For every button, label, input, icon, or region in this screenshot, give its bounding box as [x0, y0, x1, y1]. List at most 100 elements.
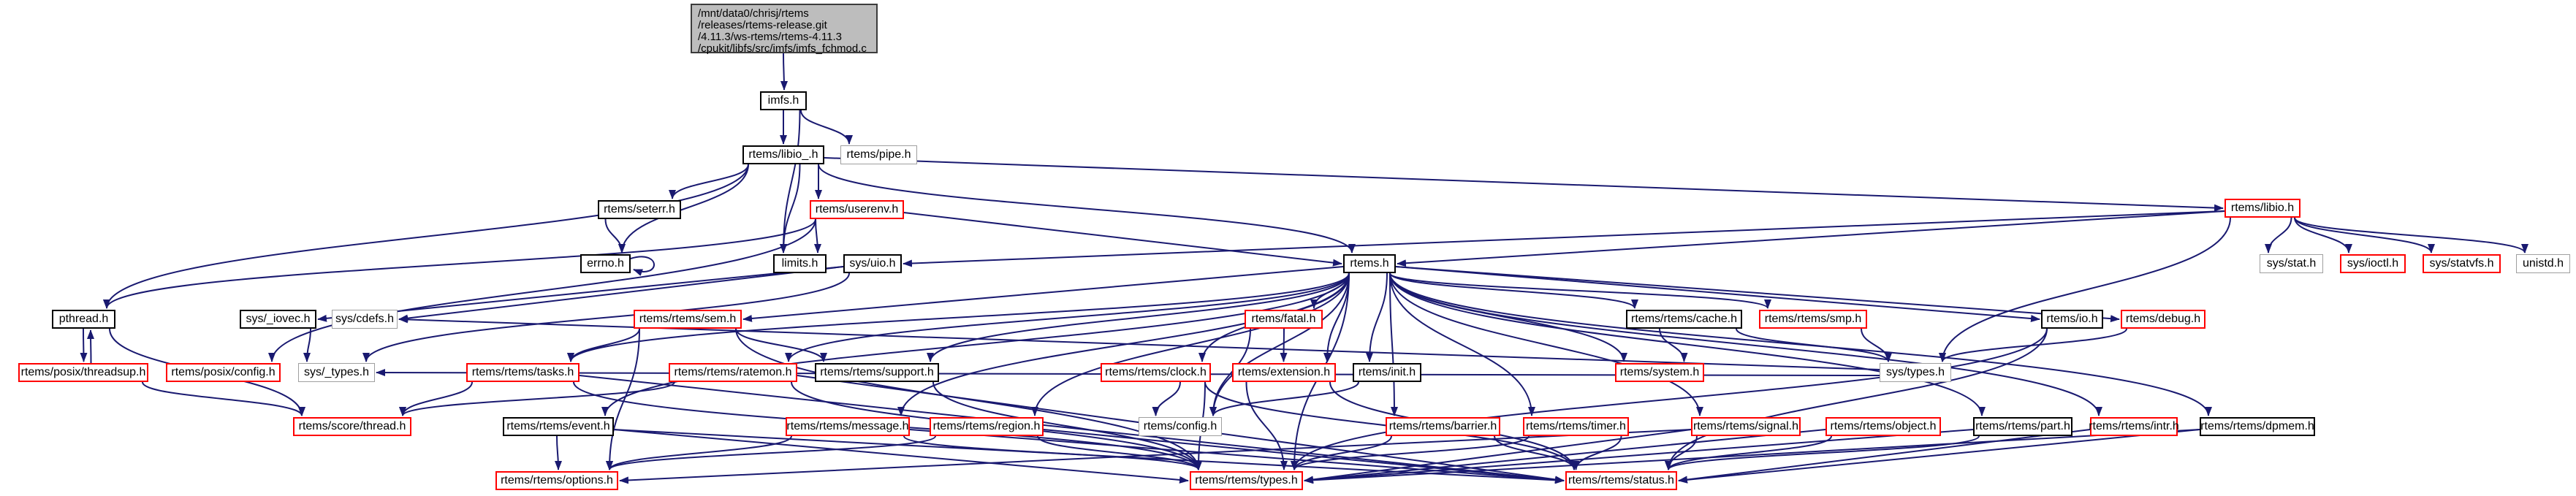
- include-edge-libio__h-errno_h: [618, 164, 749, 253]
- node-unistd_h: unistd.h: [2516, 254, 2570, 273]
- include-edge-rtems_h-timer_h: [1389, 272, 1535, 416]
- include-edge-message_h-status_h: [909, 429, 1565, 484]
- node-extension_h[interactable]: rtems/extension.h: [1232, 363, 1336, 382]
- graph-title-line: /4.11.3/ws-rtems/rtems-4.11.3: [698, 31, 843, 43]
- include-edge-root-imfs_h: [780, 53, 788, 91]
- graph-title-line: /releases/rtems-release.git: [698, 19, 827, 31]
- node-event_h[interactable]: rtems/rtems/event.h: [503, 417, 614, 436]
- include-edge-libio_h-statvfs_h: [2294, 217, 2435, 253]
- include-edge-errno_h-errno_h: [630, 256, 655, 276]
- node-fatal_h[interactable]: rtems/fatal.h: [1245, 310, 1323, 329]
- include-edge-libio_h-unistd_h: [2294, 217, 2528, 253]
- node-options_h[interactable]: rtems/rtems/options.h: [495, 471, 618, 490]
- include-edge-rtems_h-support_h: [927, 272, 1350, 362]
- node-status_h[interactable]: rtems/rtems/status.h: [1565, 471, 1677, 490]
- node-statvfs_h[interactable]: sys/statvfs.h: [2423, 254, 2501, 273]
- include-edge-rtems_h-intr_h: [1389, 272, 2102, 416]
- include-edge-uio_h-_types_h: [362, 272, 850, 362]
- include-edge-libio_h-rtems_h: [1397, 210, 2225, 267]
- include-edge-userenv_h-rtems_h: [903, 212, 1342, 267]
- node-region_h[interactable]: rtems/rtems/region.h: [930, 417, 1044, 436]
- include-edge-seterr_h-errno_h: [604, 218, 626, 253]
- node-cdefs_h: sys/cdefs.h: [332, 310, 398, 329]
- node-sem_h[interactable]: rtems/rtems/sem.h: [634, 310, 742, 329]
- include-edge-debug_h-types_h: [1939, 328, 2127, 362]
- include-edge-extension_h-rtypes_h: [1245, 381, 1288, 470]
- include-edge-rtems_h-smp_h: [1389, 272, 1771, 309]
- node-dpmem_h[interactable]: rtems/rtems/dpmem.h: [2200, 417, 2315, 436]
- node-signal_h[interactable]: rtems/rtems/signal.h: [1691, 417, 1801, 436]
- node-threadsup_h[interactable]: rtems/posix/threadsup.h: [18, 363, 148, 382]
- node-ratemon_h[interactable]: rtems/rtems/ratemon.h: [669, 363, 797, 382]
- include-edge-event_h-options_h: [554, 435, 562, 470]
- include-edge-io_h-rtypes_h: [1291, 328, 2048, 470]
- node-libio__h[interactable]: rtems/libio_.h: [742, 145, 824, 164]
- node-imfs_h[interactable]: imfs.h: [760, 91, 807, 110]
- node-pthread_h[interactable]: pthread.h: [52, 310, 115, 329]
- graph-title-line: /mnt/data0/chrisj/rtems: [698, 7, 809, 20]
- node-posixconfig_h[interactable]: rtems/posix/config.h: [166, 363, 281, 382]
- include-edge-object_h-rtypes_h: [1304, 429, 1826, 484]
- include-edge-region_h-status_h: [1043, 429, 1565, 484]
- include-edge-sem_h-tasks_h: [567, 328, 640, 362]
- node-object_h[interactable]: rtems/rtems/object.h: [1825, 417, 1941, 436]
- include-edge-rtems_h-init_h: [1366, 272, 1388, 362]
- node-uio_h[interactable]: sys/uio.h: [843, 254, 902, 273]
- node-errno_h[interactable]: errno.h: [580, 254, 631, 273]
- node-userenv_h[interactable]: rtems/userenv.h: [810, 200, 904, 219]
- node-barrier_h[interactable]: rtems/rtems/barrier.h: [1386, 417, 1500, 436]
- include-edge-libio_h-uio_h: [903, 210, 2225, 267]
- include-edge-smp_h-types_h: [1861, 328, 1892, 362]
- node-debug_h[interactable]: rtems/debug.h: [2121, 310, 2205, 329]
- node-seterr_h[interactable]: rtems/seterr.h: [598, 200, 681, 219]
- node-tasks_h[interactable]: rtems/rtems/tasks.h: [466, 363, 580, 382]
- include-edge-signal_h-options_h: [619, 429, 1692, 484]
- node-score_thread_h[interactable]: rtems/score/thread.h: [293, 417, 411, 436]
- include-edge-message_h-options_h: [606, 435, 792, 470]
- node-limits_h[interactable]: limits.h: [773, 254, 827, 273]
- node-clock_h[interactable]: rtems/rtems/clock.h: [1101, 363, 1211, 382]
- graph-title-line: /cpukit/libfs/src/imfs/imfs_fchmod.c: [698, 42, 867, 55]
- include-edge-init_h-rconfig_h: [1209, 381, 1359, 416]
- include-edge-imfs_h-pipe_h: [800, 110, 853, 145]
- node-smp_h[interactable]: rtems/rtems/smp.h: [1759, 310, 1867, 329]
- node-pipe_h: rtems/pipe.h: [840, 145, 917, 164]
- node-part_h[interactable]: rtems/rtems/part.h: [1973, 417, 2072, 436]
- node-types_h: sys/types.h: [1880, 363, 1951, 382]
- include-edge-intr_h-status_h: [1678, 429, 2091, 484]
- include-edge-barrier_h-status_h: [1494, 435, 1578, 470]
- node-init_h[interactable]: rtems/init.h: [1353, 363, 1421, 382]
- include-edge-rtems_h-part_h: [1389, 272, 1986, 416]
- include-edge-clock_h-rconfig_h: [1152, 381, 1181, 416]
- node-stat_h: sys/stat.h: [2260, 254, 2323, 273]
- include-edge-pthread_h-threadsup_h: [80, 328, 88, 362]
- include-edge-rtems_h-event_h: [601, 272, 1350, 416]
- node-intr_h[interactable]: rtems/rtems/intr.h: [2089, 417, 2179, 436]
- node-libio_h[interactable]: rtems/libio.h: [2224, 199, 2300, 218]
- include-edge-rtems_h-tasks_h: [567, 272, 1350, 362]
- include-edge-dpmem_h-rtypes_h: [1304, 429, 2200, 484]
- node-message_h[interactable]: rtems/rtems/message.h: [786, 417, 910, 436]
- include-edge-rtems_h-io_h: [1395, 266, 2040, 323]
- include-edge-userenv_h-pthread_h: [103, 218, 816, 309]
- node-cache_h[interactable]: rtems/rtems/cache.h: [1626, 310, 1742, 329]
- node-system_h[interactable]: rtems/system.h: [1615, 363, 1704, 382]
- include-edge-part_h-status_h: [1665, 435, 1980, 470]
- include-edge-cache_h-types_h: [1736, 328, 1892, 362]
- node-rtems_h[interactable]: rtems.h: [1343, 254, 1396, 273]
- include-edge-threadsup_h-score_thread_h: [142, 381, 305, 416]
- node-rtypes_h[interactable]: rtems/rtems/types.h: [1190, 471, 1303, 490]
- node-ioctl_h[interactable]: sys/ioctl.h: [2340, 254, 2406, 273]
- include-edge-imfs_h-limits_h: [780, 110, 801, 253]
- node-iovec_h[interactable]: sys/_iovec.h: [240, 310, 316, 329]
- include-edge-libio__h-seterr_h: [669, 164, 749, 199]
- node-timer_h[interactable]: rtems/rtems/timer.h: [1523, 417, 1629, 436]
- include-edge-object_h-status_h: [1665, 435, 1832, 470]
- node-support_h[interactable]: rtems/rtems/support.h: [815, 363, 939, 382]
- node-io_h[interactable]: rtems/io.h: [2041, 310, 2103, 329]
- include-edge-rtems_h-region_h: [1031, 272, 1350, 416]
- include-edge-dpmem_h-status_h: [1678, 429, 2200, 484]
- include-edge-sem_h-support_h: [735, 328, 827, 362]
- include-edge-rtems_h-sem_h: [742, 266, 1344, 322]
